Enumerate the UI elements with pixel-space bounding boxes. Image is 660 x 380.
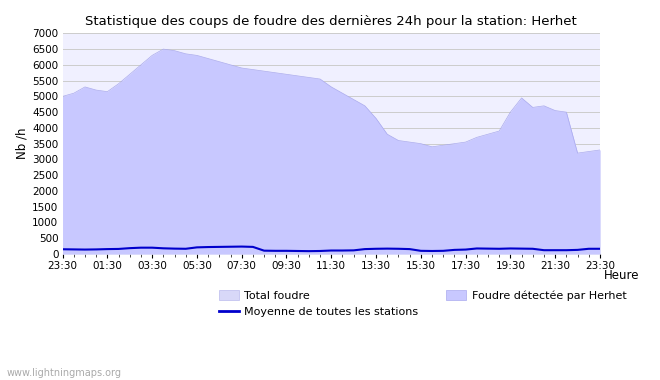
Text: www.lightningmaps.org: www.lightningmaps.org (7, 368, 121, 378)
Title: Statistique des coups de foudre des dernières 24h pour la station: Herhet: Statistique des coups de foudre des dern… (85, 15, 577, 28)
X-axis label: Heure: Heure (604, 269, 639, 282)
Y-axis label: Nb /h: Nb /h (15, 128, 28, 159)
Legend: Total foudre, Moyenne de toutes les stations, Foudre détectée par Herhet: Total foudre, Moyenne de toutes les stat… (218, 290, 626, 317)
